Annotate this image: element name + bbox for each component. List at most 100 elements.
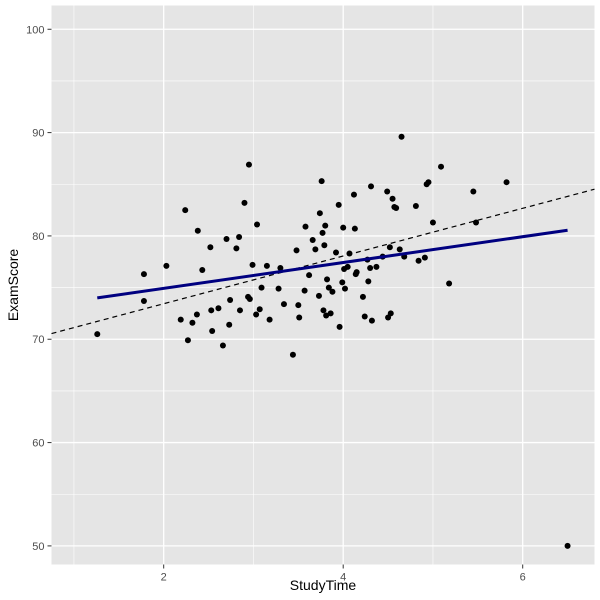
data-point (189, 319, 196, 326)
data-point (312, 246, 319, 253)
y-axis-title: ExamScore (5, 249, 21, 322)
data-point (199, 267, 206, 274)
data-point (289, 351, 296, 358)
data-point (335, 201, 342, 208)
data-point (373, 263, 380, 270)
data-point (421, 254, 428, 261)
data-point (361, 313, 368, 320)
data-point (227, 296, 234, 303)
data-point (163, 262, 170, 269)
data-point (277, 264, 284, 271)
data-point (318, 178, 325, 185)
data-points (94, 133, 571, 549)
data-point (182, 207, 189, 214)
data-point (249, 261, 256, 268)
data-point (233, 245, 240, 252)
data-point (315, 292, 322, 299)
data-point (296, 314, 303, 321)
data-point (384, 188, 391, 195)
x-tick-label: 6 (520, 572, 526, 584)
data-point (327, 310, 334, 317)
data-point (368, 317, 375, 324)
data-point (241, 199, 248, 206)
data-point (321, 242, 328, 249)
data-point (295, 302, 302, 309)
data-point (184, 337, 191, 344)
data-point (193, 311, 200, 318)
data-point (236, 307, 243, 314)
data-point (226, 321, 233, 328)
data-point (344, 263, 351, 270)
data-point (208, 307, 215, 314)
data-point (333, 249, 340, 256)
data-point (429, 219, 436, 226)
data-point (324, 276, 331, 283)
y-tick-label: 60 (32, 438, 44, 450)
data-point (245, 161, 252, 168)
fit-line (97, 228, 568, 300)
data-point (351, 225, 358, 232)
data-point (140, 271, 147, 278)
data-point (320, 307, 327, 314)
data-point (325, 284, 332, 291)
plot-panel (51, 5, 595, 565)
data-point (140, 298, 147, 305)
x-axis-title: StudyTime (290, 577, 357, 593)
data-point (339, 279, 346, 286)
data-point (365, 278, 372, 285)
data-point (359, 293, 366, 300)
data-point (386, 244, 393, 251)
reference-line-group (51, 188, 595, 335)
data-point (319, 229, 326, 236)
data-point (223, 236, 230, 243)
data-point (177, 316, 184, 323)
data-point (322, 222, 329, 229)
data-point (412, 202, 419, 209)
y-tick-label: 90 (32, 128, 44, 140)
data-point (306, 272, 313, 279)
minor-gridlines (51, 5, 595, 565)
data-point (254, 221, 261, 228)
data-point (301, 287, 308, 294)
y-tick-label: 80 (32, 231, 44, 243)
data-point (309, 237, 316, 244)
x-axis: 2 4 6 (161, 564, 526, 584)
data-point (425, 179, 432, 186)
data-point (393, 205, 400, 212)
data-point (236, 233, 243, 240)
x-tick-label: 4 (340, 572, 346, 584)
data-point (256, 306, 263, 313)
data-point (446, 280, 453, 287)
data-point (263, 262, 270, 269)
data-point (350, 191, 357, 198)
data-point (415, 257, 422, 264)
data-point (215, 305, 222, 312)
data-point (340, 224, 347, 231)
data-point (367, 264, 374, 271)
data-point (194, 227, 201, 234)
data-point (266, 316, 273, 323)
data-point (346, 250, 353, 257)
data-point (438, 163, 445, 170)
data-point (473, 219, 480, 226)
data-point (94, 331, 101, 338)
data-point (368, 183, 375, 190)
y-tick-label: 50 (32, 541, 44, 553)
data-point (275, 285, 282, 292)
data-point (503, 179, 510, 186)
data-point (353, 269, 360, 276)
data-point (253, 311, 260, 318)
data-point (341, 285, 348, 292)
data-point (293, 247, 300, 254)
data-point (396, 246, 403, 253)
data-point (389, 195, 396, 202)
x-tick-label: 2 (161, 572, 167, 584)
data-point (387, 310, 394, 317)
data-point (209, 327, 216, 334)
y-axis: 50 60 70 80 90 100 (26, 24, 52, 553)
data-point (470, 188, 477, 195)
data-point (323, 312, 330, 319)
data-point (564, 542, 571, 549)
data-point (258, 284, 265, 291)
